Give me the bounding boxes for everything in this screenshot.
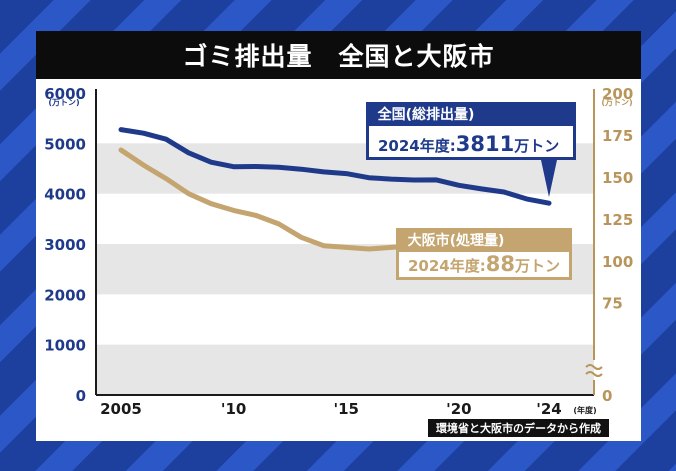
y-right-tick-label: 150 [602, 169, 633, 187]
chart-title: ゴミ排出量 全国と大阪市 [36, 31, 641, 79]
callout-0: 全国(総排出量) 2024年度:3811万トン [366, 102, 576, 198]
callout-series-name: 大阪市(処理量) [408, 232, 505, 249]
y-left-tick-label: 4000 [44, 186, 86, 204]
y-right-tick-label: 200 [602, 85, 633, 103]
y-right-tick-label: 175 [602, 127, 633, 145]
y-left-tick-label: 3000 [44, 236, 86, 254]
grid-bands [96, 143, 594, 395]
grid-band [96, 344, 594, 395]
tick-labels: 0100020003000400050006000(万トン)0751001251… [44, 85, 633, 418]
callout-inner [369, 126, 573, 157]
y-left-tick-label: 1000 [44, 337, 86, 355]
y-left-tick-label: 6000 [44, 85, 86, 103]
x-unit: (年度) [573, 405, 596, 415]
callout-series-name: 全国(総排出量) [377, 106, 475, 123]
y-left-tick-label: 2000 [44, 286, 86, 304]
y-left-unit: (万トン) [48, 98, 79, 107]
source-note: 環境省と大阪市のデータから作成 [428, 419, 609, 437]
x-tick-label: '24 [536, 400, 561, 418]
y-left-tick-label: 5000 [44, 135, 86, 153]
y-right-unit: (万トン) [601, 98, 632, 107]
callout-inner [399, 252, 569, 277]
y-left-tick-label: 0 [76, 387, 86, 405]
callout-value-text: 2024年度:88万トン [408, 252, 560, 276]
series-line-0 [118, 127, 552, 206]
x-tick-label: 2005 [100, 400, 142, 418]
x-tick-label: '20 [446, 400, 471, 418]
y-right-tick-label: 0 [602, 387, 612, 405]
axes [95, 89, 603, 396]
axis-break-mark [585, 364, 603, 377]
y-right-tick-label: 125 [602, 211, 633, 229]
x-tick-label: '10 [221, 400, 246, 418]
x-tick-label: '15 [334, 400, 359, 418]
callout-value-text: 2024年度:3811万トン [378, 132, 559, 156]
y-right-tick-label: 100 [602, 253, 633, 271]
y-right-tick-label: 75 [602, 295, 623, 313]
callout-1: 大阪市(処理量) 2024年度:88万トン [396, 228, 572, 280]
callout-pointer [541, 160, 557, 198]
